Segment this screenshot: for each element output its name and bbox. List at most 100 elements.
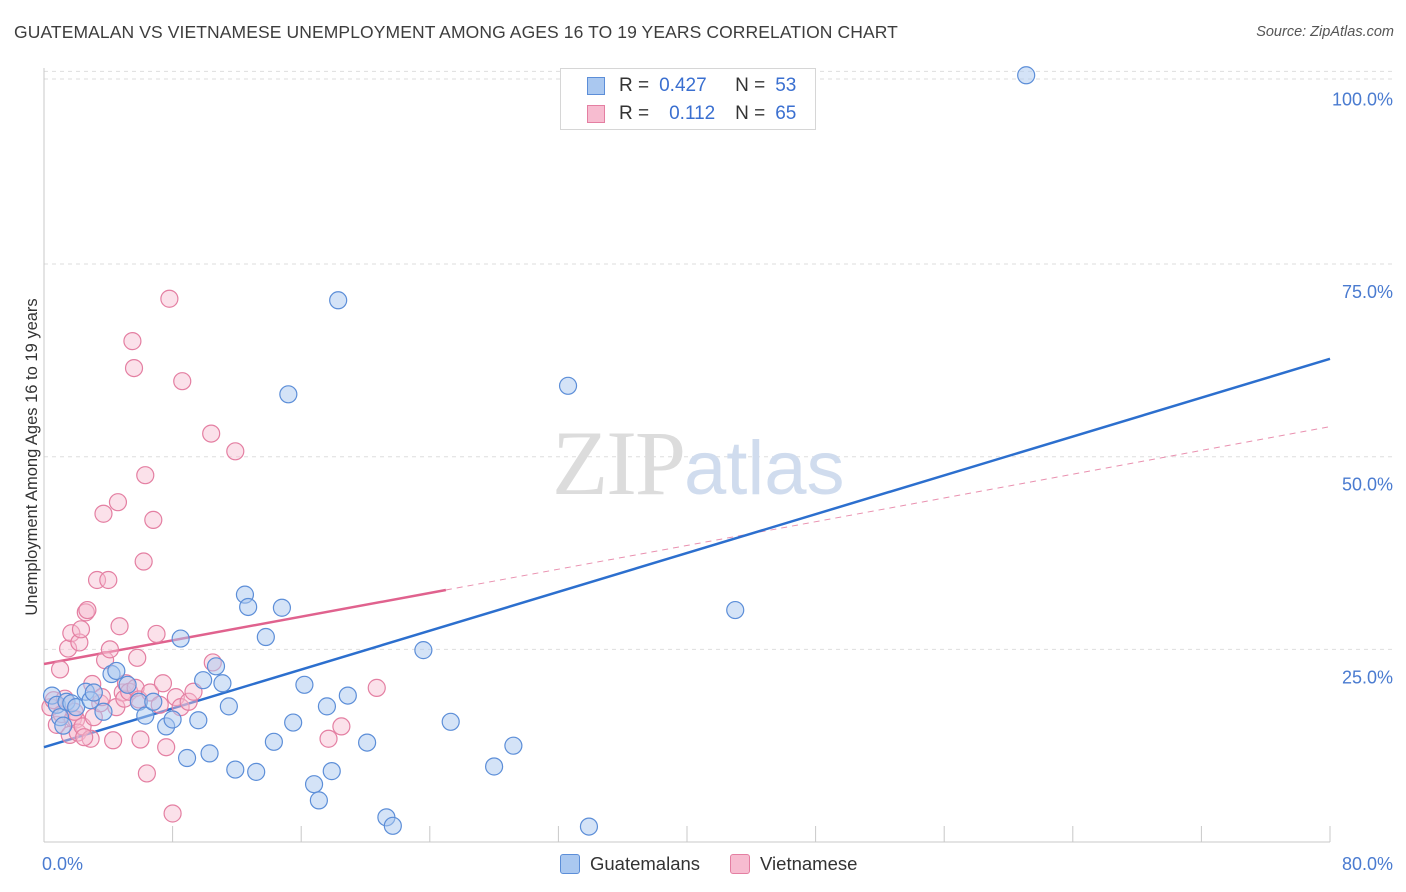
- guatemalan-point-49: [504, 736, 523, 755]
- guatemalan-point-40: [322, 762, 341, 781]
- stats-legend: R = 0.427 N = 53 R = 0.112 N = 65: [560, 68, 816, 130]
- x-tick-label-0: 0.0%: [42, 854, 83, 874]
- vietnamese-trend-extension: [445, 426, 1331, 591]
- vietnamese-point-39: [131, 730, 150, 749]
- vietnamese-point-3: [50, 660, 70, 679]
- vietnamese-point-6: [59, 639, 78, 658]
- guatemalan-point-36: [295, 675, 314, 694]
- vietnamese-point-58: [226, 442, 245, 461]
- y-tick-labels: 25.0% 50.0% 75.0% 100.0%: [1332, 89, 1393, 687]
- guatemalan-point-19: [171, 629, 190, 648]
- guatemalan-point-42: [338, 686, 357, 705]
- guatemalan-point-52: [726, 600, 745, 620]
- guatemalan-point-32: [264, 732, 283, 751]
- guatemalan-point-35: [284, 713, 303, 732]
- guatemalan-point-29: [239, 597, 258, 617]
- source-label: Source: ZipAtlas.com: [1256, 24, 1394, 40]
- vietnamese-point-34: [123, 332, 142, 351]
- guatemalan-point-6: [67, 698, 86, 717]
- y-tick-label-0: 25.0%: [1342, 667, 1393, 687]
- chart-title: GUATEMALAN VS VIETNAMESE UNEMPLOYMENT AM…: [14, 22, 898, 42]
- vietnamese-trend-line: [43, 588, 447, 666]
- guatemalan-point-38: [309, 791, 328, 810]
- vietnamese-point-17: [81, 729, 100, 748]
- vietnamese-swatch: [587, 105, 605, 123]
- guatemalans-legend-swatch: [560, 854, 580, 874]
- vietnamese-point-44: [144, 510, 163, 529]
- vietnamese-point-16: [78, 600, 97, 620]
- vietnamese-legend-label: Vietnamese: [760, 853, 858, 874]
- vietnamese-point-45: [147, 624, 166, 644]
- legend-item-guatemalans[interactable]: Guatemalans: [560, 853, 700, 875]
- vietnamese-points: [41, 289, 386, 823]
- x-tick-label-1: 80.0%: [1342, 854, 1393, 874]
- vietnamese-point-41: [136, 466, 155, 485]
- guatemalan-point-48: [485, 757, 504, 776]
- vietnamese-point-61: [367, 678, 386, 697]
- vietnamese-point-29: [110, 617, 129, 636]
- guatemalan-point-51: [579, 817, 599, 836]
- guatemalan-point-34: [279, 385, 298, 404]
- vietnamese-r-value: 0.112: [669, 103, 716, 124]
- x-tick-labels: 0.0% 80.0%: [42, 854, 1393, 874]
- vietnamese-n-value: 65: [775, 103, 797, 124]
- guatemalan-point-39: [317, 697, 337, 716]
- vietnamese-point-40: [134, 552, 153, 571]
- legend-item-vietnamese[interactable]: Vietnamese: [730, 853, 857, 875]
- guatemalan-point-13: [118, 675, 137, 694]
- vietnamese-point-37: [128, 648, 147, 667]
- y-tick-label-3: 100.0%: [1332, 89, 1393, 109]
- vietnamese-point-47: [153, 674, 173, 693]
- guatemalan-point-9: [84, 683, 103, 702]
- vietnamese-point-24: [99, 570, 118, 590]
- legend-row-guatemalans: R = 0.427 N = 53: [587, 74, 796, 98]
- vietnamese-point-26: [104, 731, 123, 750]
- guatemalan-point-3: [54, 716, 73, 735]
- vietnamese-point-59: [319, 729, 338, 748]
- trend-lines: [43, 357, 1331, 749]
- vietnamese-point-25: [100, 640, 120, 659]
- vietnamese-point-48: [157, 738, 176, 757]
- guatemalan-point-41: [329, 291, 348, 310]
- vietnamese-point-49: [160, 289, 179, 308]
- guatemalan-point-43: [358, 733, 377, 752]
- guatemalan-point-12: [107, 661, 126, 681]
- y-axis-title: Unemployment Among Ages 16 to 19 years: [23, 298, 41, 615]
- vietnamese-point-13: [71, 620, 91, 639]
- guatemalan-point-27: [226, 760, 245, 779]
- guatemalan-point-20: [177, 748, 197, 768]
- guatemalan-point-53: [1017, 66, 1036, 85]
- vietnamese-point-50: [163, 804, 182, 823]
- guatemalans-n-label: N =: [735, 75, 766, 96]
- gridlines: [44, 70, 1394, 842]
- guatemalan-points: [42, 66, 1036, 836]
- guatemalans-n-value: 53: [775, 75, 797, 96]
- y-tick-label-1: 50.0%: [1342, 475, 1393, 495]
- guatemalan-point-10: [94, 702, 113, 721]
- guatemalan-point-15: [136, 706, 155, 725]
- guatemalan-point-18: [163, 710, 182, 729]
- guatemalan-point-37: [304, 775, 324, 794]
- vietnamese-point-54: [179, 692, 198, 711]
- guatemalan-point-25: [213, 674, 232, 693]
- guatemalan-point-47: [441, 712, 460, 731]
- guatemalan-point-45: [383, 816, 402, 835]
- guatemalans-r-label: R =: [619, 75, 650, 96]
- vietnamese-n-label: N =: [735, 103, 766, 124]
- vietnamese-point-53: [173, 372, 192, 391]
- vietnamese-point-63: [75, 728, 94, 747]
- vietnamese-point-60: [332, 717, 351, 736]
- legend-row-vietnamese: R = 0.112 N = 65: [587, 102, 796, 126]
- guatemalan-point-22: [194, 671, 213, 690]
- vietnamese-point-22: [94, 504, 113, 523]
- guatemalan-point-50: [558, 376, 578, 395]
- guatemalans-legend-label: Guatemalans: [590, 853, 701, 874]
- vietnamese-legend-swatch: [730, 854, 751, 874]
- guatemalan-point-46: [414, 641, 433, 660]
- guatemalan-point-21: [189, 711, 208, 730]
- series-legend: Guatemalans Vietnamese: [560, 852, 887, 876]
- vietnamese-point-28: [108, 493, 128, 512]
- guatemalans-r-value: 0.427: [659, 75, 707, 96]
- guatemalan-point-30: [247, 762, 266, 781]
